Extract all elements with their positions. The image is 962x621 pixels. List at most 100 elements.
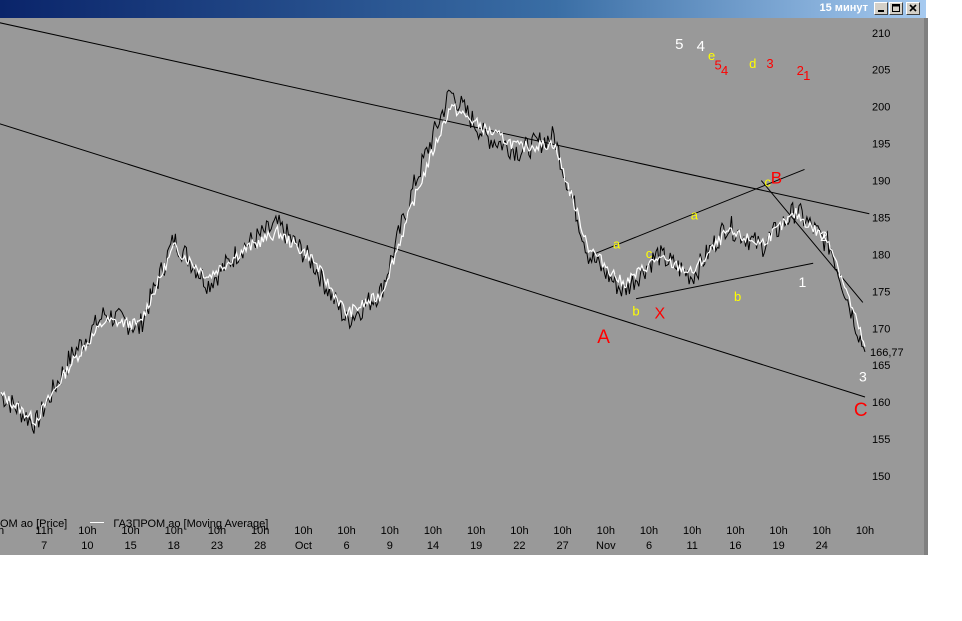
x-tick-label: 19 [470, 540, 482, 552]
window-titlebar: 15 минут [0, 0, 926, 18]
wave-label: 3 [859, 368, 867, 384]
moving-average-layer [0, 103, 866, 427]
trendline-0 [0, 22, 870, 215]
moving-average-line [0, 103, 866, 427]
wave-label: c [765, 174, 772, 189]
x-tick-label: 10h [294, 525, 312, 537]
y-tick-label: 155 [872, 434, 890, 446]
y-tick-label: 190 [872, 176, 890, 188]
y-tick-label: 170 [872, 323, 890, 335]
x-tick-label: 7 [41, 540, 47, 552]
y-tick-label: 200 [872, 102, 890, 114]
wave-label: 2 [820, 228, 828, 244]
x-tick-label: 15 [124, 540, 136, 552]
x-tick-label: 10h [251, 525, 269, 537]
wave-label: c [646, 246, 653, 261]
last-price-label: 166,77 [870, 347, 904, 359]
maximize-button[interactable] [889, 2, 903, 15]
minimize-icon [878, 10, 884, 12]
wave-label: B [771, 168, 782, 187]
x-tick-label: 10h [597, 525, 615, 537]
wave-label: 4 [721, 63, 728, 78]
y-tick-label: 160 [872, 397, 890, 409]
x-tick-label: 22 [513, 540, 525, 552]
x-tick-label: 10h [121, 525, 139, 537]
x-tick-label: 18 [168, 540, 180, 552]
x-tick-label: h [0, 525, 4, 537]
legend-price-label: ОМ ао [Price] [0, 518, 68, 530]
wave-label: 5 [675, 36, 683, 53]
y-tick-label: 205 [872, 65, 890, 77]
y-tick-label: 180 [872, 249, 890, 261]
trendline-4 [760, 180, 864, 303]
plot-area [0, 18, 866, 513]
x-tick-label: 10h [726, 525, 744, 537]
x-tick-label: 28 [254, 540, 266, 552]
y-tick-label: 210 [872, 28, 890, 40]
x-tick-label: Oct [295, 540, 312, 552]
trendline-2 [635, 262, 814, 300]
x-tick-label: 10h [769, 525, 787, 537]
x-tick-label: 10h [813, 525, 831, 537]
window-right-border [924, 18, 928, 555]
y-tick-label: 195 [872, 139, 890, 151]
wave-label: a [613, 237, 621, 252]
close-icon [909, 4, 917, 12]
wave-label: d [749, 56, 756, 71]
x-tick-label: Nov [596, 540, 616, 552]
window-title: 15 минут [819, 2, 868, 14]
price-axis: 150 155 160 165 170 175 180 185 190 195 200 205 210 1… [870, 28, 904, 483]
x-tick-label: 10h [424, 525, 442, 537]
x-tick-label: 10h [553, 525, 571, 537]
x-tick-label: 10h [467, 525, 485, 537]
wave-label: 2 [797, 63, 804, 78]
x-tick-label: 9 [387, 540, 393, 552]
x-tick-label: 10h [78, 525, 96, 537]
x-tick-label: 23 [211, 540, 223, 552]
wave-label: C [854, 400, 868, 421]
trendlines-layer [0, 22, 870, 398]
x-tick-label: 14 [427, 540, 439, 552]
wave-label: 3 [766, 56, 773, 71]
minimize-button[interactable] [874, 2, 888, 15]
wave-label: 1 [798, 274, 806, 290]
x-tick-label: 19 [772, 540, 784, 552]
wave-label: A [597, 327, 610, 348]
wave-label: X [654, 306, 665, 323]
x-tick-label: 10h [381, 525, 399, 537]
trendline-3 [592, 168, 805, 255]
wave-label: b [734, 289, 741, 304]
x-tick-label: 10h [165, 525, 183, 537]
y-tick-label: 175 [872, 286, 890, 298]
x-tick-label: 10h [208, 525, 226, 537]
wave-label: a [691, 208, 699, 223]
wave-label: 5 [715, 58, 722, 73]
x-tick-label: 16 [729, 540, 741, 552]
price-axis-panel [866, 18, 924, 513]
x-tick-label: 6 [646, 540, 652, 552]
wave-label: b [632, 304, 639, 319]
x-tick-label: 6 [344, 540, 350, 552]
y-tick-label: 165 [872, 360, 890, 372]
x-tick-label: 10h [510, 525, 528, 537]
close-button[interactable] [906, 2, 920, 15]
x-tick-label: 11h [35, 525, 53, 537]
time-axis-panel [0, 513, 924, 555]
chart-legend: ОМ ао [Price] ГАЗПРОМ ао [Moving Average… [0, 518, 268, 532]
time-axis: h 11h 7 10h 10 10h 15 10h 18 10h 23 10h 28 10h Oct 10h 6… [0, 525, 874, 552]
legend-ma-swatch [90, 522, 105, 524]
y-tick-label: 150 [872, 471, 890, 483]
x-tick-label: 10h [683, 525, 701, 537]
wave-label: 1 [803, 68, 810, 83]
x-tick-label: 10h [856, 525, 874, 537]
x-tick-label: 10h [337, 525, 355, 537]
legend-ma-label: ГАЗПРОМ ао [Moving Average] [113, 518, 269, 530]
wave-label: e [708, 48, 715, 63]
x-tick-label: 10 [81, 540, 93, 552]
x-tick-label: 11 [686, 540, 697, 552]
wave-label: 4 [697, 38, 705, 55]
x-tick-label: 27 [556, 540, 568, 552]
